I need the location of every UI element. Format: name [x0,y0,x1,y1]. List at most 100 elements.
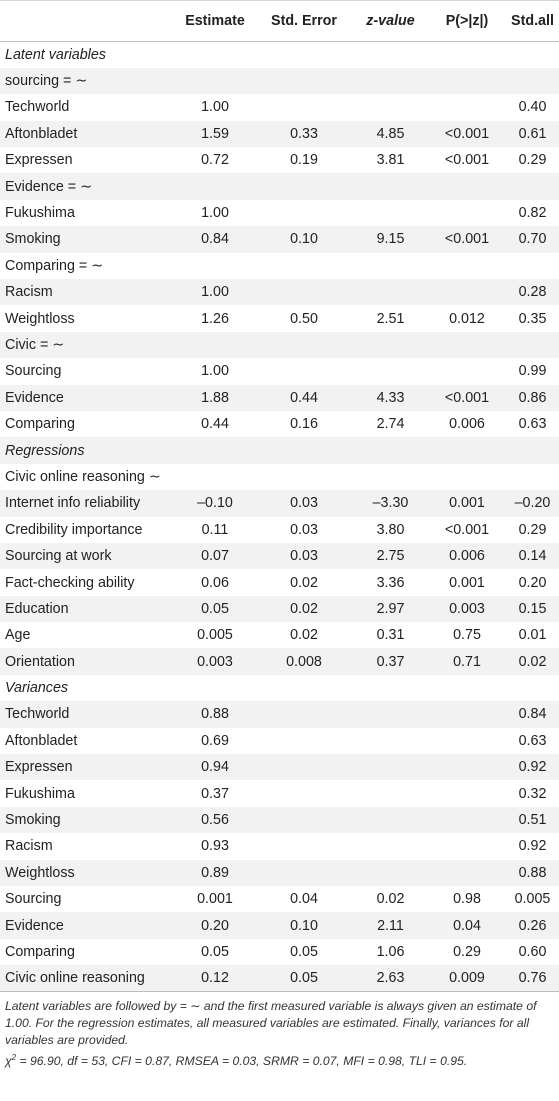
table-cell: 0.44 [201,416,229,433]
empty-cell [428,437,506,463]
row-label: Weightloss [5,310,75,327]
table-cell: 0.98 [453,891,481,908]
table-row: Civic online reasoning 0.12 0.05 2.63 0.009 0… [0,965,559,992]
table-cell: 0.05 [290,943,318,960]
table-body: Latent variables sourcing = ∼ Techworld 1.0… [0,41,559,992]
table-cell [255,807,353,833]
table-cell: 0.005 [514,891,551,908]
row-label: Techworld [5,706,70,723]
section-label: Latent variables [5,46,106,63]
row-label: Racism [5,284,53,301]
table-cell [255,754,353,780]
table-cell: 0.05 [201,600,229,617]
row-label: Aftonbladet [5,732,78,749]
table-header: Estimate Std. Error z-value P(>|z|) Std.… [0,0,559,42]
empty-cell [506,68,559,94]
table-cell: 0.001 [449,495,485,512]
row-label: Weightloss [5,864,75,881]
table-cell [255,279,353,305]
table-cell: 0.82 [518,205,547,222]
row-label: Sourcing at work [5,548,112,565]
empty-cell [506,332,559,358]
table-cell: 0.006 [449,416,485,433]
table-cell: 0.29 [518,521,547,538]
table-cell: 0.31 [376,627,405,644]
row-label: Civic online reasoning [5,970,145,987]
empty-cell [175,42,255,68]
table-row: Fact-checking ability 0.06 0.02 3.36 0.001 0.… [0,569,559,596]
table-cell: 4.33 [376,389,405,406]
table-cell: 0.94 [201,759,229,776]
table-cell [428,701,506,727]
table-cell [353,833,428,859]
table-cell: 1.00 [201,99,229,116]
empty-cell [353,42,428,68]
row-label: Internet info reliability [5,495,141,512]
table-cell: 0.003 [197,653,233,670]
table-cell: 0.003 [449,600,485,617]
table-cell [353,807,428,833]
table-cell: 0.001 [449,574,485,591]
table-cell: 1.59 [201,125,229,142]
table-cell: 0.15 [518,600,547,617]
table-cell: 0.84 [201,231,229,248]
table-cell: 0.03 [290,521,318,538]
fit-chi-symbol: χ [5,1054,12,1069]
table-cell: 0.28 [518,284,547,301]
table-row: Aftonbladet 1.59 0.33 4.85 <0.001 0.61 [0,120,559,148]
header-p-value: P(>|z|) [445,13,489,29]
table-cell: 2.74 [376,416,405,433]
row-label: Sourcing [5,891,62,908]
sem-results-table: Estimate Std. Error z-value P(>|z|) Std.… [0,0,559,992]
empty-cell [353,437,428,463]
table-cell: <0.001 [444,125,490,142]
table-cell: 1.88 [201,389,229,406]
table-cell: 2.11 [377,917,404,934]
empty-cell [506,253,559,279]
table-row: Weightloss 0.89 0.88 [0,859,559,886]
table-row: Techworld 1.00 0.40 [0,94,559,121]
group-row: Evidence = ∼ [0,173,559,200]
table-cell: 0.20 [201,917,229,934]
header-std-all: Std.all [511,13,554,29]
table-cell: 0.93 [201,838,229,855]
table-cell [353,728,428,754]
table-cell: 2.51 [376,310,405,327]
table-cell [255,94,353,120]
empty-cell [428,253,506,279]
table-cell: 0.35 [518,310,547,327]
group-label: Comparing = ∼ [5,257,104,274]
table-cell: 0.75 [453,627,481,644]
empty-cell [428,332,506,358]
table-row: Internet info reliability –0.10 0.03 –3.30 0… [0,490,559,517]
row-label: Expressen [5,759,73,776]
row-label: Evidence [5,917,64,934]
table-cell: 0.01 [518,627,547,644]
table-cell: 0.60 [518,943,547,960]
table-row: Education 0.05 0.02 2.97 0.003 0.15 [0,595,559,623]
table-cell: 0.008 [286,653,322,670]
empty-cell [175,173,255,199]
table-cell [353,358,428,384]
table-cell: 0.02 [518,653,547,670]
empty-cell [353,68,428,94]
table-row: Aftonbladet 0.69 0.63 [0,727,559,755]
group-row: sourcing = ∼ [0,67,559,95]
group-label: Civic online reasoning ∼ [5,468,161,485]
table-footnote: Latent variables are followed by = ∼ and… [0,992,559,1070]
table-cell: 0.84 [518,706,547,723]
table-cell: 0.33 [290,125,318,142]
table-cell [255,200,353,226]
table-row: Smoking 0.56 0.51 [0,806,559,834]
table-row: Orientation 0.003 0.008 0.37 0.71 0.02 [0,648,559,675]
table-row: Fukushima 1.00 0.82 [0,199,559,227]
fit-chi-superscript: 2 [11,1053,17,1063]
empty-cell [353,675,428,701]
table-cell [255,728,353,754]
table-cell: 2.75 [376,548,405,565]
group-row: Civic online reasoning ∼ [0,463,559,491]
table-cell: –0.20 [514,495,551,512]
table-cell: 0.99 [518,363,547,380]
table-cell: 0.32 [518,785,547,802]
table-cell: 0.63 [518,732,547,749]
